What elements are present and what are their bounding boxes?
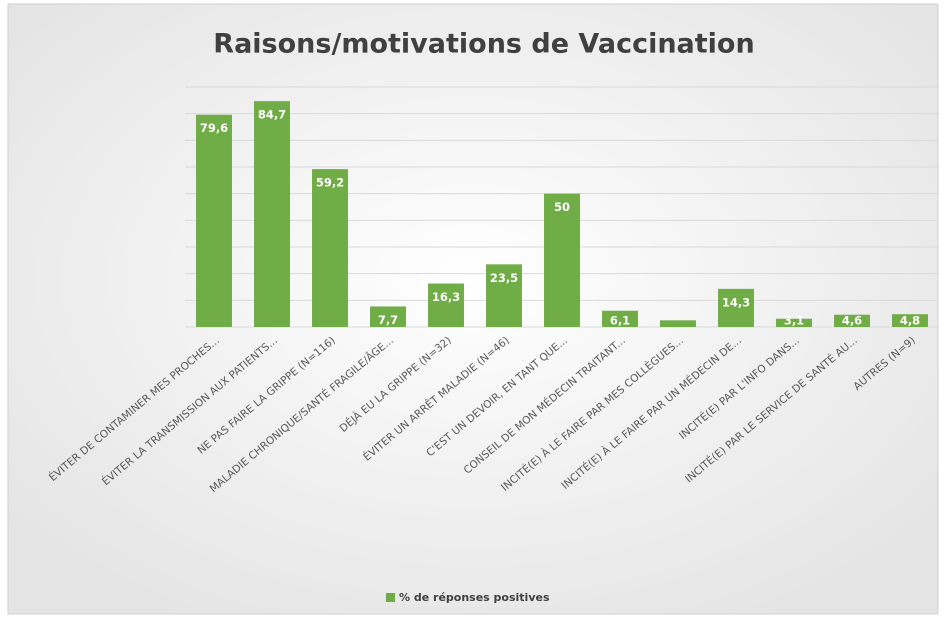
data-label: 14,3	[722, 295, 750, 309]
bar	[428, 283, 464, 327]
bar	[486, 264, 522, 327]
legend-swatch	[386, 593, 395, 602]
bar	[602, 310, 638, 327]
data-label: 79,6	[200, 121, 228, 135]
data-label: 16,3	[432, 290, 460, 304]
bar	[544, 193, 580, 327]
bar	[776, 318, 812, 327]
chart-background	[7, 3, 939, 615]
data-label: 4,6	[842, 314, 862, 328]
bar	[254, 101, 290, 327]
data-label: 7,7	[378, 313, 398, 327]
data-label: 6,1	[610, 314, 630, 328]
bar	[718, 288, 754, 327]
data-label: 59,2	[316, 176, 344, 190]
chart-title: Raisons/motivations de Vaccination	[213, 29, 754, 60]
bar	[834, 314, 870, 327]
bar	[892, 314, 928, 327]
data-label: 23,5	[490, 271, 518, 285]
data-label: 3,1	[784, 314, 804, 328]
bar	[312, 169, 348, 327]
bar	[370, 306, 406, 327]
data-label: 50	[554, 200, 570, 214]
data-label: 4,8	[900, 314, 920, 328]
legend-label: % de réponses positives	[399, 591, 550, 604]
bar	[196, 114, 232, 327]
data-label: 84,7	[258, 108, 286, 122]
bar	[660, 320, 696, 327]
